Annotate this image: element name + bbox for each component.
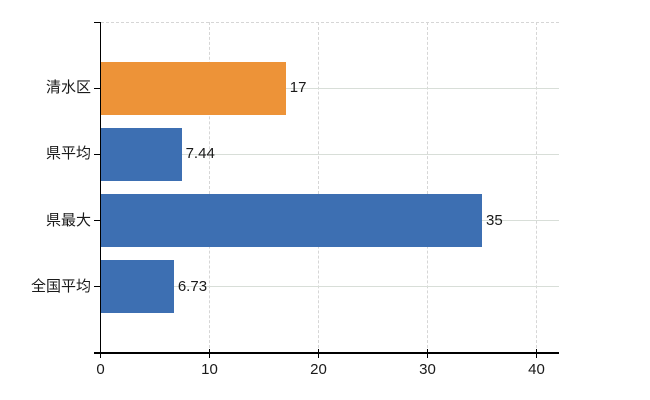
v-gridline: [209, 22, 210, 353]
x-tick-label: 10: [201, 361, 218, 378]
x-axis-tick: [318, 349, 319, 358]
x-tick-label: 40: [528, 361, 545, 378]
plot-top-border: [100, 21, 559, 23]
chart-bar: [100, 260, 174, 314]
y-axis-tick: [93, 21, 101, 23]
bar-value-label: 6.73: [177, 277, 208, 295]
v-gridline: [536, 22, 537, 353]
y-axis-tick: [93, 87, 101, 89]
h-gridline: [100, 87, 559, 89]
x-axis-line: [94, 352, 559, 354]
x-tick-label: 0: [96, 361, 105, 378]
h-gridline: [100, 153, 559, 155]
category-label: 県平均: [45, 145, 91, 163]
chart-bar: [100, 61, 286, 115]
chart-bar: [100, 194, 482, 248]
y-axis-line: [99, 22, 102, 357]
y-axis-tick: [93, 153, 101, 155]
x-axis-tick: [427, 349, 428, 358]
h-gridline: [100, 286, 559, 288]
x-tick-label: 30: [419, 361, 436, 378]
category-label: 清水区: [45, 79, 91, 97]
bar-value-label: 35: [486, 211, 503, 229]
x-axis-tick: [100, 349, 101, 358]
chart-bar: [100, 127, 182, 181]
bar-value-label: 7.44: [185, 145, 215, 163]
bar-value-label: 17: [289, 79, 307, 97]
v-gridline: [427, 22, 428, 353]
category-label: 全国平均: [30, 277, 91, 295]
x-tick-label: 20: [310, 361, 327, 378]
y-axis-tick: [93, 220, 101, 222]
v-gridline: [318, 22, 319, 353]
x-axis-tick: [536, 349, 537, 358]
category-label: 県最大: [45, 211, 91, 229]
y-axis-tick: [93, 286, 101, 288]
x-axis-tick: [209, 349, 210, 358]
